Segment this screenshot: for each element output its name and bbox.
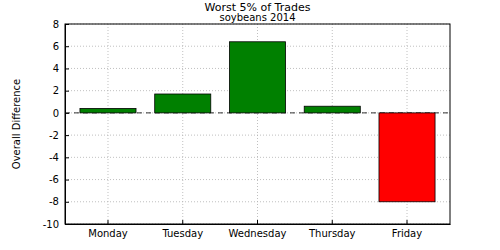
tick-label: Tuesday <box>161 228 203 239</box>
tick-mark <box>65 202 69 203</box>
tick: 6 <box>53 41 69 52</box>
tick-label: Monday <box>88 228 128 239</box>
bar <box>229 42 285 113</box>
tick-mark <box>65 135 69 136</box>
tick: 4 <box>53 63 69 74</box>
tick-mark <box>107 220 108 224</box>
tick: Friday <box>392 220 422 239</box>
tick-label: 8 <box>53 19 59 30</box>
grid <box>65 24 450 224</box>
tick: Tuesday <box>161 220 203 239</box>
tick-label: -8 <box>49 196 59 207</box>
tick-label: Wednesday <box>229 228 287 239</box>
bar <box>304 106 360 113</box>
tick-label: 2 <box>53 85 59 96</box>
tick-label: 4 <box>53 63 59 74</box>
tick: -8 <box>49 196 69 207</box>
tick-mark <box>65 113 69 114</box>
tick-mark <box>65 180 69 181</box>
frame <box>65 24 450 224</box>
tick-label: 6 <box>53 41 59 52</box>
y-axis-title: Overall Difference <box>11 79 22 169</box>
bars <box>65 42 450 202</box>
tick-mark <box>182 220 183 224</box>
tick-label: Thursday <box>308 228 356 239</box>
x-axis: Monday Tuesday Wednesday Thursday Friday <box>66 220 451 239</box>
bar <box>80 108 136 112</box>
tick-label: -4 <box>49 152 59 163</box>
grid-line <box>332 24 333 224</box>
tick-label: -6 <box>49 174 59 185</box>
tick-mark <box>332 220 333 224</box>
tick-mark <box>65 157 69 158</box>
subtitle: soybeans 2014 <box>219 12 295 23</box>
tick-label: -2 <box>49 130 59 141</box>
tick-mark <box>407 220 408 224</box>
bar <box>379 113 435 202</box>
tick: 2 <box>53 85 69 96</box>
tick: Wednesday <box>229 220 287 239</box>
tick: Thursday <box>308 220 356 239</box>
tick: -2 <box>49 130 69 141</box>
plot-area <box>65 24 450 224</box>
tick-mark <box>257 220 258 224</box>
tick: -4 <box>49 152 69 163</box>
bar <box>155 94 211 113</box>
tick-label: 0 <box>53 108 59 119</box>
tick: Monday <box>88 220 128 239</box>
tick: -6 <box>49 174 69 185</box>
tick-label: -10 <box>43 219 59 230</box>
grid-line <box>107 24 108 224</box>
tick-label: Friday <box>392 228 422 239</box>
tick-mark <box>65 91 69 92</box>
grid-line <box>182 24 183 224</box>
tick-mark <box>65 46 69 47</box>
tick: 0 <box>53 108 69 119</box>
chart: -10 -8 -6 -4 -2 0 2 4 6 8 Monday Tuesday Wednesday Th… <box>0 0 500 250</box>
tick-mark <box>65 68 69 69</box>
